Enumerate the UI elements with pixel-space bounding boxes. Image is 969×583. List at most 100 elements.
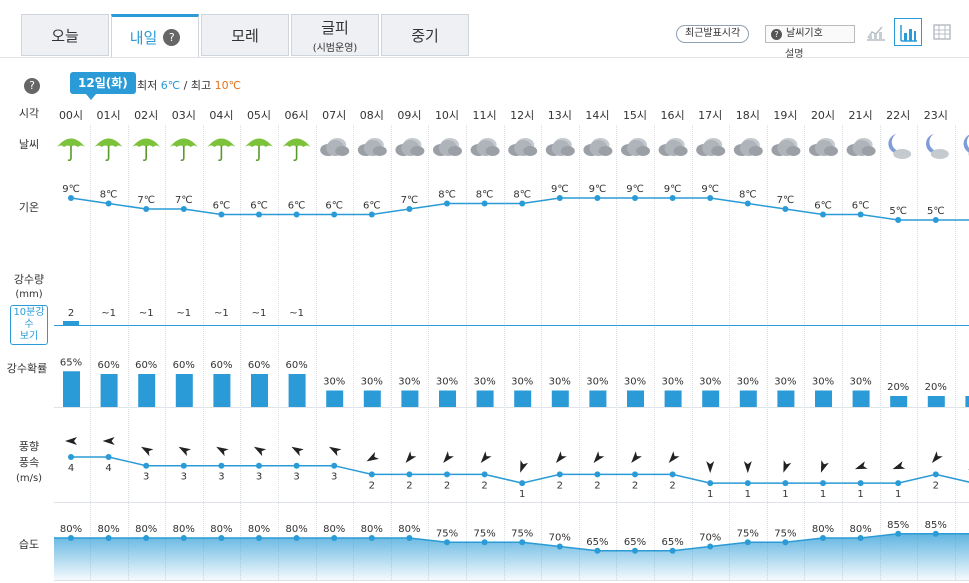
humidity-label: 80% — [285, 524, 307, 535]
prob-label: 30% — [849, 377, 871, 388]
column-divider — [954, 125, 956, 580]
umbrella-rain-icon — [169, 138, 198, 162]
humidity-label: 80% — [173, 524, 195, 535]
precip-label: ~1 — [101, 308, 116, 319]
latest-release-button[interactable]: 최근발표시각 — [676, 25, 750, 43]
column-divider — [766, 125, 768, 580]
tab-day-after[interactable]: 모레 — [201, 14, 289, 56]
temperature-point — [744, 200, 751, 207]
wind-direction-icon — [892, 461, 906, 470]
temperature-point — [669, 195, 676, 201]
temperature-label: 7℃ — [401, 195, 419, 206]
column-divider — [315, 125, 317, 580]
min-temp-value: 6℃ — [160, 79, 181, 92]
humidity-point — [556, 543, 563, 550]
humidity-label: 80% — [361, 524, 383, 535]
column-divider — [729, 125, 731, 580]
temperature-label: 9℃ — [626, 184, 644, 195]
tab-tomorrow[interactable]: 내일 ? — [111, 14, 199, 58]
moon-cloud — [930, 149, 949, 159]
prob-bar — [401, 390, 419, 407]
umbrella-canopy — [245, 138, 273, 147]
prob-label: 30% — [436, 377, 458, 388]
umbrella-rain-icon — [94, 138, 123, 162]
prob-row-label: 강수확률 — [6, 362, 48, 375]
tab-third-day[interactable]: 글피 (시범운영) — [291, 14, 379, 56]
humidity-point — [669, 547, 676, 554]
prob-label: 65% — [60, 357, 82, 368]
max-temp-value: 10℃ — [214, 79, 241, 92]
prob-label: 30% — [737, 377, 759, 388]
wind-speed-label: 2 — [444, 480, 450, 491]
cloudy-icon — [433, 138, 462, 156]
humidity-label: 85% — [925, 520, 947, 531]
help-icon[interactable]: ? — [24, 78, 40, 94]
humidity-label: 65% — [624, 537, 646, 548]
max-temp-label: 최고 — [190, 79, 212, 92]
wind-speed-label: 4 — [68, 463, 74, 474]
hour-label: 23시 — [923, 109, 948, 122]
ten-min-rain-button[interactable]: 10분강 수 보기 — [10, 305, 48, 345]
prob-bar — [927, 396, 945, 407]
wind-point — [256, 462, 262, 469]
humidity-label: 75% — [511, 528, 533, 539]
wind-speed-label: 3 — [218, 472, 224, 483]
weather-symbol-select[interactable]: ? 날씨기호 — [765, 25, 855, 43]
wind-direction-icon — [480, 451, 492, 463]
precip-baseline — [54, 325, 969, 326]
wind-point — [481, 471, 488, 478]
line-chart-view-icon[interactable] — [862, 18, 890, 46]
temperature-label: 6℃ — [250, 201, 268, 212]
cloud-right — [485, 146, 500, 156]
temperature-label: 6℃ — [325, 201, 343, 212]
help-icon[interactable]: ? — [163, 29, 181, 46]
umbrella-canopy — [57, 138, 85, 147]
humidity-point — [143, 535, 150, 541]
column-divider — [879, 125, 881, 580]
temperature-point — [293, 211, 300, 218]
temperature-label: 9℃ — [664, 184, 682, 195]
moon-cloud-icon — [888, 134, 912, 159]
bar-chart-view-icon[interactable] — [894, 18, 922, 46]
umbrella-canopy — [94, 138, 123, 147]
umbrella-canopy — [207, 138, 236, 147]
cloud-right — [448, 146, 462, 156]
prob-label: 30% — [812, 377, 834, 388]
hour-label: 22시 — [886, 109, 911, 122]
moon-cloud — [893, 149, 912, 159]
hour-label: 03시 — [171, 109, 196, 122]
wind-point — [632, 471, 638, 478]
prob-label: 20% — [925, 382, 947, 393]
column-divider — [428, 125, 430, 580]
umbrella-handle — [180, 146, 185, 162]
column-divider — [240, 125, 242, 580]
tab-midterm[interactable]: 중기 — [381, 14, 469, 56]
humidity-point — [105, 535, 112, 541]
wind-direction-icon — [631, 451, 642, 463]
temperature-label: 9℃ — [62, 184, 80, 195]
wind-speed-label: 1 — [745, 489, 751, 500]
tab-day-after-label: 모레 — [231, 26, 259, 45]
temperature-point — [143, 206, 150, 212]
column-divider — [90, 125, 91, 580]
temperature-point — [406, 206, 413, 212]
temperature-point — [782, 206, 789, 212]
table-view-icon[interactable] — [928, 18, 956, 46]
umbrella-handle — [67, 146, 72, 162]
cloud-right — [861, 146, 876, 156]
temperature-point — [594, 195, 601, 201]
wind-point — [782, 480, 789, 487]
tab-tomorrow-row: 내일 ? — [130, 27, 181, 48]
hour-label: 05시 — [246, 109, 272, 122]
tab-today[interactable]: 오늘 — [21, 14, 109, 56]
precip-label: 2 — [68, 308, 74, 319]
prob-bar — [476, 390, 494, 407]
wind-speed-label: 2 — [406, 480, 412, 491]
umbrella-handle — [293, 146, 298, 162]
temperature-label: 6℃ — [814, 201, 832, 212]
temperature-point — [68, 195, 74, 201]
humidity-label: 75% — [473, 528, 495, 539]
temperature-label: 6℃ — [213, 201, 231, 212]
humidity-point — [180, 535, 187, 541]
prob-bar — [551, 390, 569, 407]
